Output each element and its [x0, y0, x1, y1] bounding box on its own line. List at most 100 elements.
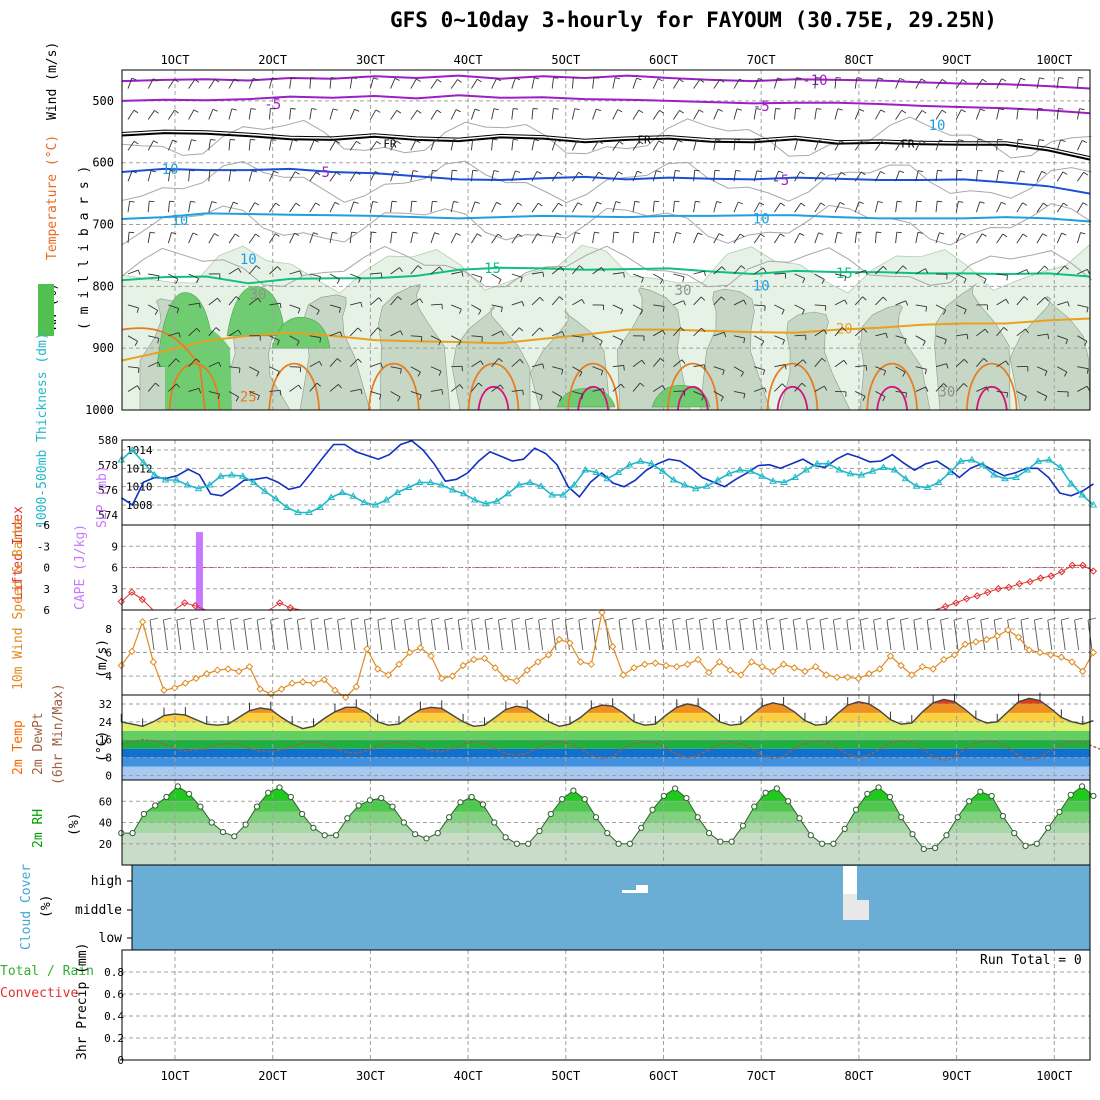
rh-area-medium [1009, 295, 1091, 411]
wind-barb-flag [257, 297, 262, 303]
thickness-point [537, 482, 545, 489]
wind-barb-flag [154, 110, 159, 114]
wind-barb-staff [612, 77, 616, 89]
wind-barb-flag [1044, 297, 1049, 302]
surface-wind-barb-flag [846, 617, 855, 621]
wind-barb-flag [983, 358, 988, 362]
wind-barb-flag [256, 265, 261, 270]
thickness-point [139, 458, 148, 465]
surface-wind-barb [980, 619, 986, 651]
wind-barb-flag [478, 310, 482, 315]
wind-barb-staff [208, 327, 217, 337]
cloud-cover-fill [132, 865, 1090, 950]
wind-barb-flag [394, 170, 400, 173]
wind-barb-flag [419, 394, 422, 400]
wind-barb-flag [937, 200, 943, 203]
wind-tick-label: 8 [105, 623, 112, 636]
wind-barb-flag [131, 170, 137, 174]
bottom-day-label: 4OCT [454, 1069, 483, 1083]
wind-barb-staff [491, 139, 494, 151]
wind-barb-flag [211, 201, 217, 204]
wind-barb-staff [1016, 78, 1021, 89]
wind-barb-flag [882, 265, 888, 271]
rh-point [163, 793, 170, 801]
wind-barb-staff [672, 201, 675, 213]
wind-barb-flag [474, 108, 480, 112]
wind-barb-flag [1058, 77, 1064, 79]
wind-barb-flag [315, 202, 321, 206]
wind-barb-flag [1022, 233, 1028, 238]
wind-barb-staff [531, 202, 539, 213]
wind-speed-point [673, 662, 681, 671]
thickness-point [901, 474, 910, 482]
wind-barb-flag [821, 357, 827, 362]
temp-tick-label: 16 [99, 734, 112, 747]
wind-barb-flag [960, 232, 966, 236]
wind-barb-staff [350, 301, 361, 306]
surface-wind-barb [176, 619, 182, 651]
surface-wind-barb-flag [377, 617, 386, 621]
rh-point [818, 840, 826, 847]
surface-wind-barb [953, 619, 959, 651]
thickness-point [238, 472, 247, 479]
wind-barb-flag [214, 79, 220, 83]
wind-barb-flag [781, 309, 785, 315]
wind-barb-staff [410, 265, 419, 275]
wind-barb-staff [854, 201, 860, 213]
rh-band [122, 811, 1090, 823]
thickness-point [526, 478, 534, 485]
wind-barb-flag [521, 301, 525, 307]
surface-wind-barb [457, 619, 463, 651]
wind-barb-staff [531, 296, 541, 306]
wind-barb-flag [480, 360, 484, 366]
top-day-label: 7OCT [747, 53, 776, 67]
rh-tick-label: 20 [99, 838, 112, 851]
wind-barb-flag [703, 364, 706, 370]
wind-barb-flag [896, 200, 903, 203]
rh-area-medium [779, 311, 851, 411]
rh-point [152, 802, 159, 809]
wind-barb-flag [856, 77, 862, 79]
wind-barb-flag [924, 369, 927, 375]
wind-barb-flag [336, 279, 340, 285]
wind-barb-flag [1064, 265, 1069, 270]
wind-barb-staff [127, 78, 133, 89]
wind-barb-staff [571, 140, 578, 151]
wind-barb-staff [975, 170, 979, 182]
bottom-day-label: 9OCT [942, 1069, 971, 1083]
wind-barb-staff [693, 170, 696, 182]
wind-barb-staff [975, 201, 981, 213]
rh-point [118, 830, 125, 837]
wind-barb-flag [739, 233, 745, 238]
wind-barb-staff [794, 171, 801, 182]
temperature-contour-loop-hot [577, 385, 610, 411]
wind-barb-flag [942, 309, 947, 315]
wind-barb-staff [673, 300, 684, 306]
cloud-gap-mid [843, 894, 857, 920]
cape-tick-label: 6 [111, 562, 118, 575]
wind-barb-staff [208, 297, 218, 306]
wind-barb-staff [935, 363, 947, 368]
surface-wind-barb [256, 619, 262, 651]
wind-barb-staff [289, 108, 292, 120]
rh-point [310, 824, 317, 831]
wind-unit: (m/s) [95, 639, 110, 678]
wind-barb-staff [915, 170, 919, 182]
wind-barb-flag [598, 140, 603, 145]
thickness-point [216, 472, 225, 479]
wind-barb-staff [349, 77, 353, 89]
wind-barb-flag [676, 232, 682, 235]
wind-barb-staff [551, 296, 560, 306]
li-point [1057, 568, 1066, 576]
wind-barb-staff [854, 232, 858, 244]
wind-barb-staff [551, 139, 557, 151]
wind-barb-staff [693, 79, 701, 89]
wind-barb-staff [208, 201, 213, 213]
wind-barb-staff [309, 140, 315, 151]
wind-barb-flag [614, 77, 621, 80]
wind-barb-flag [577, 202, 583, 206]
temp-band [122, 766, 1090, 780]
thickness-point [305, 508, 313, 515]
wind-barb-flag [501, 330, 505, 336]
run-total-label: Run Total = 0 [980, 953, 1082, 968]
